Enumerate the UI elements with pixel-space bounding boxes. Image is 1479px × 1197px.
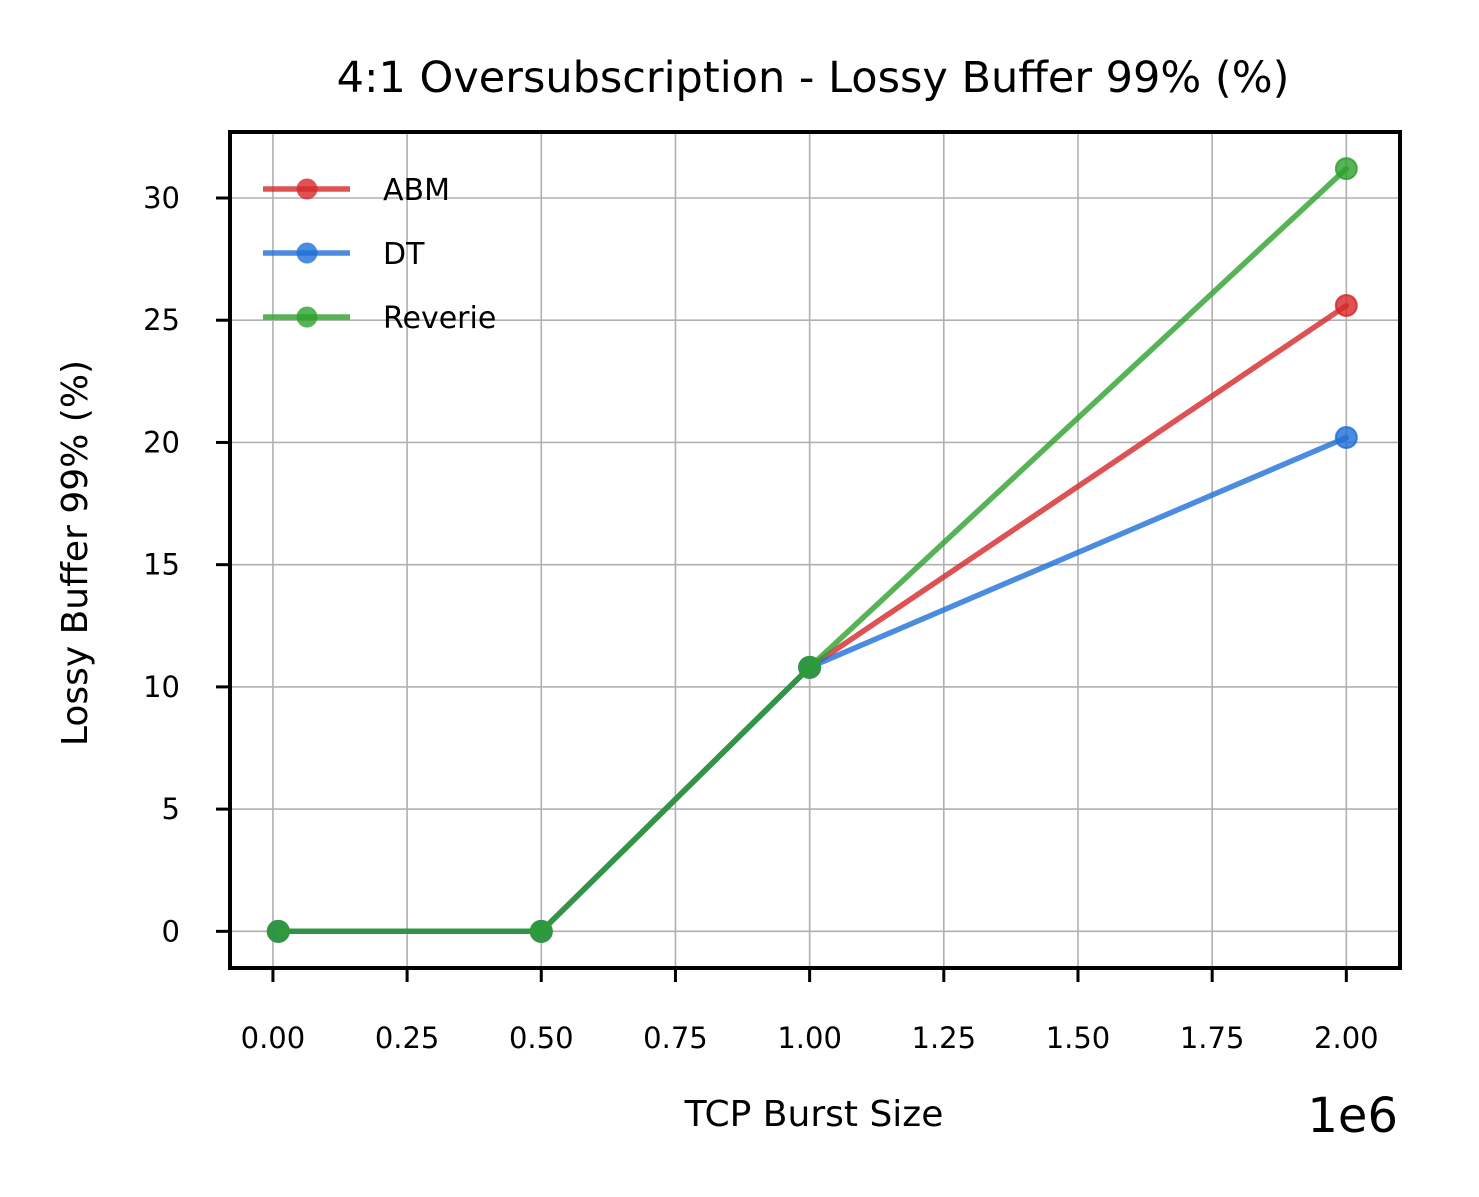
legend-label: ABM bbox=[383, 173, 450, 208]
x-axis-offset-label: 1e6 bbox=[1307, 1088, 1398, 1144]
y-axis-ticks: 0 5 10 15 20 25 30 bbox=[143, 181, 230, 948]
y-tick-label: 5 bbox=[162, 792, 180, 826]
y-tick-label: 30 bbox=[143, 181, 180, 215]
legend-label: Reverie bbox=[383, 301, 496, 336]
data-point bbox=[266, 919, 290, 943]
series-line bbox=[275, 165, 1350, 935]
data-point bbox=[1334, 157, 1358, 181]
legend: ABM DT Reverie bbox=[263, 173, 496, 336]
y-axis-label: Lossy Buffer 99% (%) bbox=[55, 360, 96, 746]
x-tick-label: 1.25 bbox=[912, 1021, 977, 1055]
chart-title: 4:1 Oversubscription - Lossy Buffer 99% … bbox=[337, 53, 1290, 103]
legend-swatch-marker bbox=[296, 242, 318, 264]
data-point bbox=[1334, 294, 1358, 318]
x-axis-ticks: 0.00 0.25 0.50 0.75 1.00 1.25 1.50 1.75 2.00 bbox=[241, 968, 1379, 1055]
x-tick-label: 0.00 bbox=[241, 1021, 306, 1055]
data-point bbox=[529, 919, 553, 943]
series-layer bbox=[266, 157, 1358, 943]
data-point bbox=[798, 655, 822, 679]
x-tick-label: 2.00 bbox=[1314, 1021, 1379, 1055]
data-point bbox=[1334, 426, 1358, 450]
legend-label: DT bbox=[383, 237, 425, 272]
y-tick-label: 10 bbox=[143, 670, 180, 704]
x-tick-label: 0.75 bbox=[643, 1021, 708, 1055]
legend-item: ABM bbox=[263, 173, 450, 208]
legend-swatch-marker bbox=[296, 306, 318, 328]
x-tick-label: 0.25 bbox=[375, 1021, 440, 1055]
legend-swatch-marker bbox=[296, 178, 318, 200]
x-tick-label: 0.50 bbox=[509, 1021, 574, 1055]
y-tick-label: 25 bbox=[143, 303, 180, 337]
legend-item: DT bbox=[263, 237, 425, 272]
y-tick-label: 20 bbox=[143, 425, 180, 459]
x-tick-label: 1.50 bbox=[1046, 1021, 1111, 1055]
y-tick-label: 0 bbox=[162, 914, 180, 948]
x-tick-label: 1.00 bbox=[777, 1021, 842, 1055]
y-tick-label: 15 bbox=[143, 548, 180, 582]
x-tick-label: 1.75 bbox=[1180, 1021, 1245, 1055]
legend-item: Reverie bbox=[263, 301, 496, 336]
plot-frame bbox=[228, 130, 1402, 970]
series-reverie bbox=[266, 157, 1358, 943]
grid bbox=[230, 132, 1400, 968]
x-axis-label: TCP Burst Size bbox=[684, 1094, 944, 1135]
